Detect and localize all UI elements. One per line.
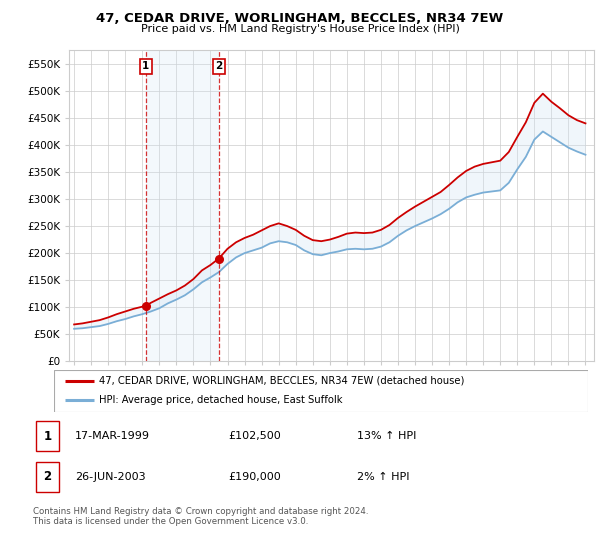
Text: 1: 1 [43, 430, 52, 442]
FancyBboxPatch shape [36, 462, 59, 492]
Text: 13% ↑ HPI: 13% ↑ HPI [356, 431, 416, 441]
Text: 17-MAR-1999: 17-MAR-1999 [75, 431, 150, 441]
Text: 1: 1 [142, 61, 149, 71]
Text: HPI: Average price, detached house, East Suffolk: HPI: Average price, detached house, East… [100, 395, 343, 405]
FancyBboxPatch shape [36, 421, 59, 451]
Text: 47, CEDAR DRIVE, WORLINGHAM, BECCLES, NR34 7EW (detached house): 47, CEDAR DRIVE, WORLINGHAM, BECCLES, NR… [100, 376, 465, 386]
FancyBboxPatch shape [54, 370, 588, 412]
Text: 47, CEDAR DRIVE, WORLINGHAM, BECCLES, NR34 7EW: 47, CEDAR DRIVE, WORLINGHAM, BECCLES, NR… [97, 12, 503, 25]
Text: 26-JUN-2003: 26-JUN-2003 [75, 472, 145, 482]
Text: 2: 2 [43, 470, 52, 483]
Text: Price paid vs. HM Land Registry's House Price Index (HPI): Price paid vs. HM Land Registry's House … [140, 24, 460, 34]
Text: £190,000: £190,000 [229, 472, 281, 482]
Text: 2% ↑ HPI: 2% ↑ HPI [356, 472, 409, 482]
Text: £102,500: £102,500 [229, 431, 281, 441]
Bar [146, 50, 219, 361]
Text: 2: 2 [215, 61, 223, 71]
Text: Contains HM Land Registry data © Crown copyright and database right 2024.
This d: Contains HM Land Registry data © Crown c… [33, 507, 368, 526]
